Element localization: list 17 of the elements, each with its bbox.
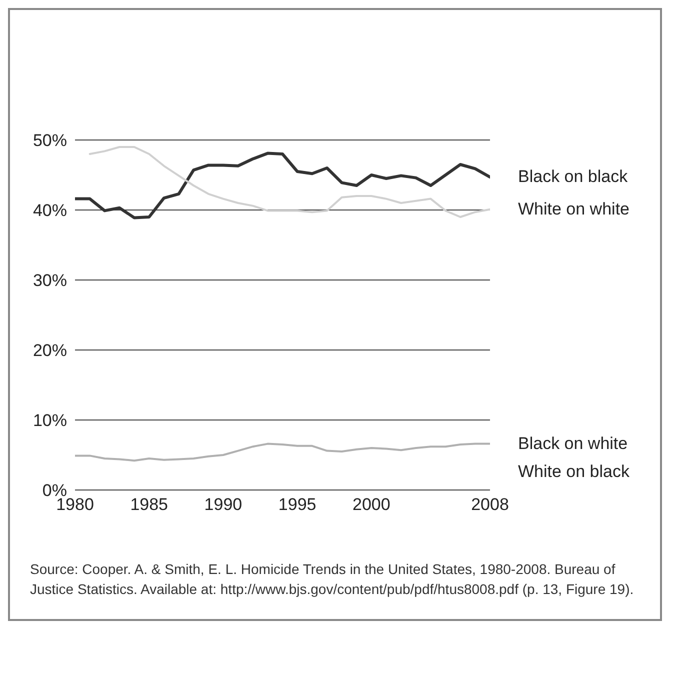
y-tick-label: 10%	[32, 411, 67, 430]
text: White on black	[518, 462, 630, 482]
series-label: Black on black	[518, 167, 628, 186]
y-tick-label: 50%	[32, 131, 67, 150]
y-tick-label: 40%	[32, 201, 67, 220]
x-tick-label: 1980	[56, 495, 94, 514]
y-tick-label: 30%	[32, 271, 67, 290]
x-tick-label: 1995	[278, 495, 316, 514]
series-label: White on white	[518, 199, 630, 218]
series-label: Black on white	[518, 434, 628, 453]
y-tick-label: 20%	[32, 341, 67, 360]
x-tick-label: 2008	[471, 495, 509, 514]
x-tick-label: 2000	[352, 495, 390, 514]
source-note: Source: Cooper. A. & Smith, E. L. Homicide Trends in the United States, 1980-2008. Bureau of Justice Statistics. Available at: http://www.bjs.gov/content/pub/pdf/htus8008.pdf (p. 13, Figure 19).	[29, 560, 635, 599]
line-series	[75, 442, 490, 462]
x-tick-label: 1985	[130, 495, 168, 514]
x-tick-label: 1990	[204, 495, 242, 514]
